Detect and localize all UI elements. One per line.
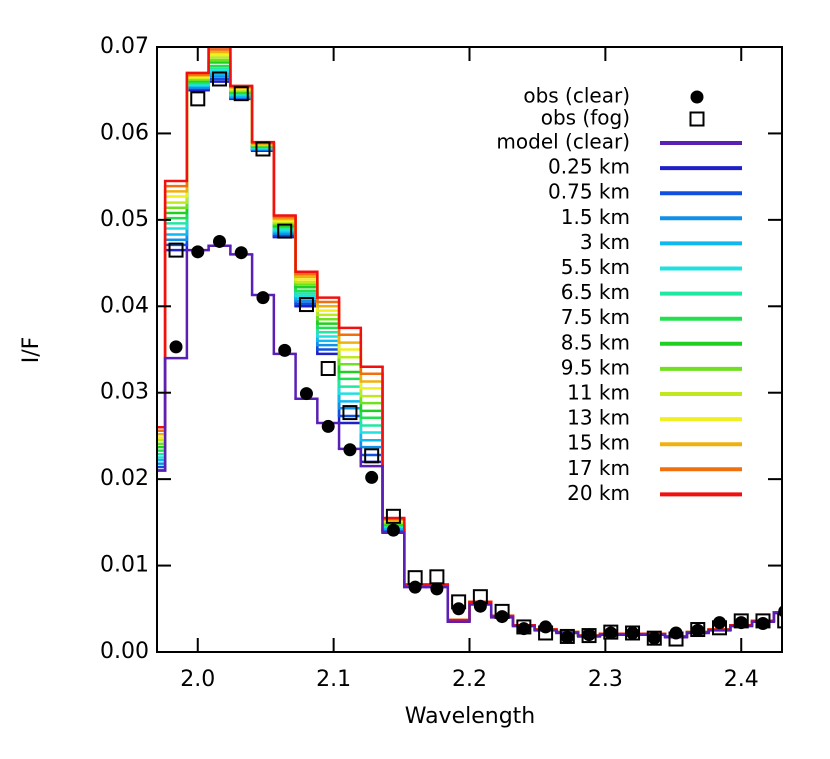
obs-point (299, 387, 313, 401)
obs-point (777, 613, 782, 629)
obs-point (626, 626, 640, 640)
legend-label: 7.5 km (561, 305, 630, 329)
obs-point (691, 623, 705, 637)
legend-label: 3 km (580, 230, 630, 254)
obs-point (408, 580, 422, 594)
y-tick-label: 0.06 (100, 120, 149, 145)
obs-point (603, 624, 619, 640)
obs-point (190, 91, 206, 107)
y-axis-title: I/F (19, 337, 44, 364)
obs-point (494, 603, 510, 619)
obs-point (191, 245, 205, 259)
obs-point (712, 620, 727, 636)
obs-point (560, 630, 574, 644)
obs-point (298, 297, 314, 313)
y-tick-label: 0.02 (100, 466, 149, 491)
obs-point (342, 405, 358, 421)
y-tick-label: 0.00 (100, 639, 149, 664)
plot-area (157, 47, 782, 647)
obs-point (581, 628, 597, 644)
obs-point (364, 448, 380, 464)
legend-swatch (690, 90, 704, 104)
legend-label: 20 km (567, 481, 630, 505)
legend-label: 9.5 km (561, 355, 630, 379)
legend-label: model (clear) (496, 130, 630, 154)
obs-point (320, 361, 336, 377)
legend-label: 17 km (567, 456, 630, 480)
obs-point (713, 616, 726, 630)
obs-point (559, 628, 575, 644)
obs-point (668, 631, 684, 647)
obs-point (538, 625, 554, 641)
obs-point (430, 582, 444, 596)
obs-point (321, 419, 335, 433)
legend-label: 5.5 km (561, 255, 630, 279)
obs-point (385, 508, 401, 524)
legend-label: 15 km (567, 431, 630, 455)
x-tick-label: 2.2 (452, 667, 487, 692)
legend-label: 0.25 km (548, 155, 630, 179)
y-tick-label: 0.07 (100, 34, 149, 59)
x-tick-label: 2.3 (588, 667, 623, 692)
x-tick-label: 2.0 (180, 667, 215, 692)
legend-label: obs (fog) (541, 106, 630, 130)
legend-label: 1.5 km (561, 205, 630, 229)
obs-point (168, 242, 184, 258)
x-tick-label: 2.4 (724, 667, 759, 692)
legend-label: 13 km (567, 406, 630, 430)
obs-point (473, 599, 487, 613)
obs-point (429, 569, 445, 585)
y-tick-label: 0.01 (100, 553, 149, 578)
obs-point (733, 613, 749, 629)
obs-point (625, 625, 641, 641)
obs-point (582, 628, 596, 642)
obs-point (277, 223, 293, 239)
legend-label: 11 km (567, 381, 630, 405)
y-tick-label: 0.03 (100, 380, 149, 405)
obs-point (169, 340, 183, 354)
legend-label: 0.75 km (548, 180, 630, 204)
obs-point (212, 71, 227, 87)
obs-point (755, 613, 771, 629)
obs-point (255, 141, 271, 157)
obs-point (234, 246, 248, 260)
obs-point (516, 619, 532, 635)
x-tick-label: 2.1 (316, 667, 351, 692)
obs-point (472, 589, 488, 605)
legend-label: 6.5 km (561, 280, 630, 304)
obs-point (278, 343, 292, 357)
legend-swatch (689, 111, 705, 127)
y-tick-label: 0.04 (100, 293, 149, 318)
obs-point (604, 626, 618, 640)
obs-point (365, 470, 379, 484)
y-tick-label: 0.05 (100, 207, 149, 232)
x-axis-title: Wavelength (405, 704, 536, 729)
obs-point (233, 86, 249, 102)
legend-label: 8.5 km (561, 330, 630, 354)
obs-point (495, 610, 509, 624)
obs-point (386, 523, 400, 537)
obs-point (690, 622, 706, 638)
obs-point (256, 291, 270, 305)
obs-point (407, 570, 423, 586)
obs-point (734, 616, 748, 630)
obs-point (451, 594, 467, 610)
obs-point (647, 631, 661, 645)
obs-point (646, 630, 662, 646)
legend-label: obs (clear) (523, 84, 630, 108)
obs-point (517, 622, 531, 636)
obs-point (213, 234, 226, 248)
obs-point (343, 443, 357, 457)
